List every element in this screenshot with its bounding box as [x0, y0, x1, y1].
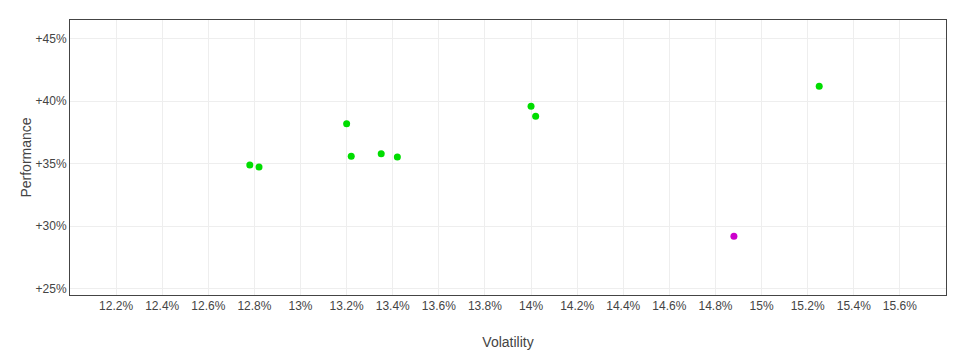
svg-text:Performance: Performance — [18, 117, 34, 197]
svg-text:12.8%: 12.8% — [237, 299, 271, 313]
svg-text:13.2%: 13.2% — [330, 299, 364, 313]
svg-text:14.8%: 14.8% — [698, 299, 732, 313]
svg-text:15.4%: 15.4% — [837, 299, 871, 313]
svg-text:12.2%: 12.2% — [99, 299, 133, 313]
svg-text:14.4%: 14.4% — [606, 299, 640, 313]
svg-text:13%: 13% — [289, 299, 313, 313]
svg-text:14.2%: 14.2% — [560, 299, 594, 313]
svg-text:+40%: +40% — [36, 94, 67, 108]
svg-text:15%: 15% — [750, 299, 774, 313]
svg-text:+35%: +35% — [36, 157, 67, 171]
svg-text:Volatility: Volatility — [482, 334, 533, 350]
svg-text:15.2%: 15.2% — [791, 299, 825, 313]
svg-text:15.6%: 15.6% — [883, 299, 917, 313]
svg-text:+25%: +25% — [36, 282, 67, 296]
svg-text:13.8%: 13.8% — [468, 299, 502, 313]
svg-text:14%: 14% — [519, 299, 543, 313]
svg-text:12.6%: 12.6% — [191, 299, 225, 313]
svg-text:12.4%: 12.4% — [145, 299, 179, 313]
svg-text:14.6%: 14.6% — [652, 299, 686, 313]
svg-text:13.4%: 13.4% — [376, 299, 410, 313]
svg-text:+45%: +45% — [36, 32, 67, 46]
svg-text:13.6%: 13.6% — [422, 299, 456, 313]
svg-text:+30%: +30% — [36, 219, 67, 233]
